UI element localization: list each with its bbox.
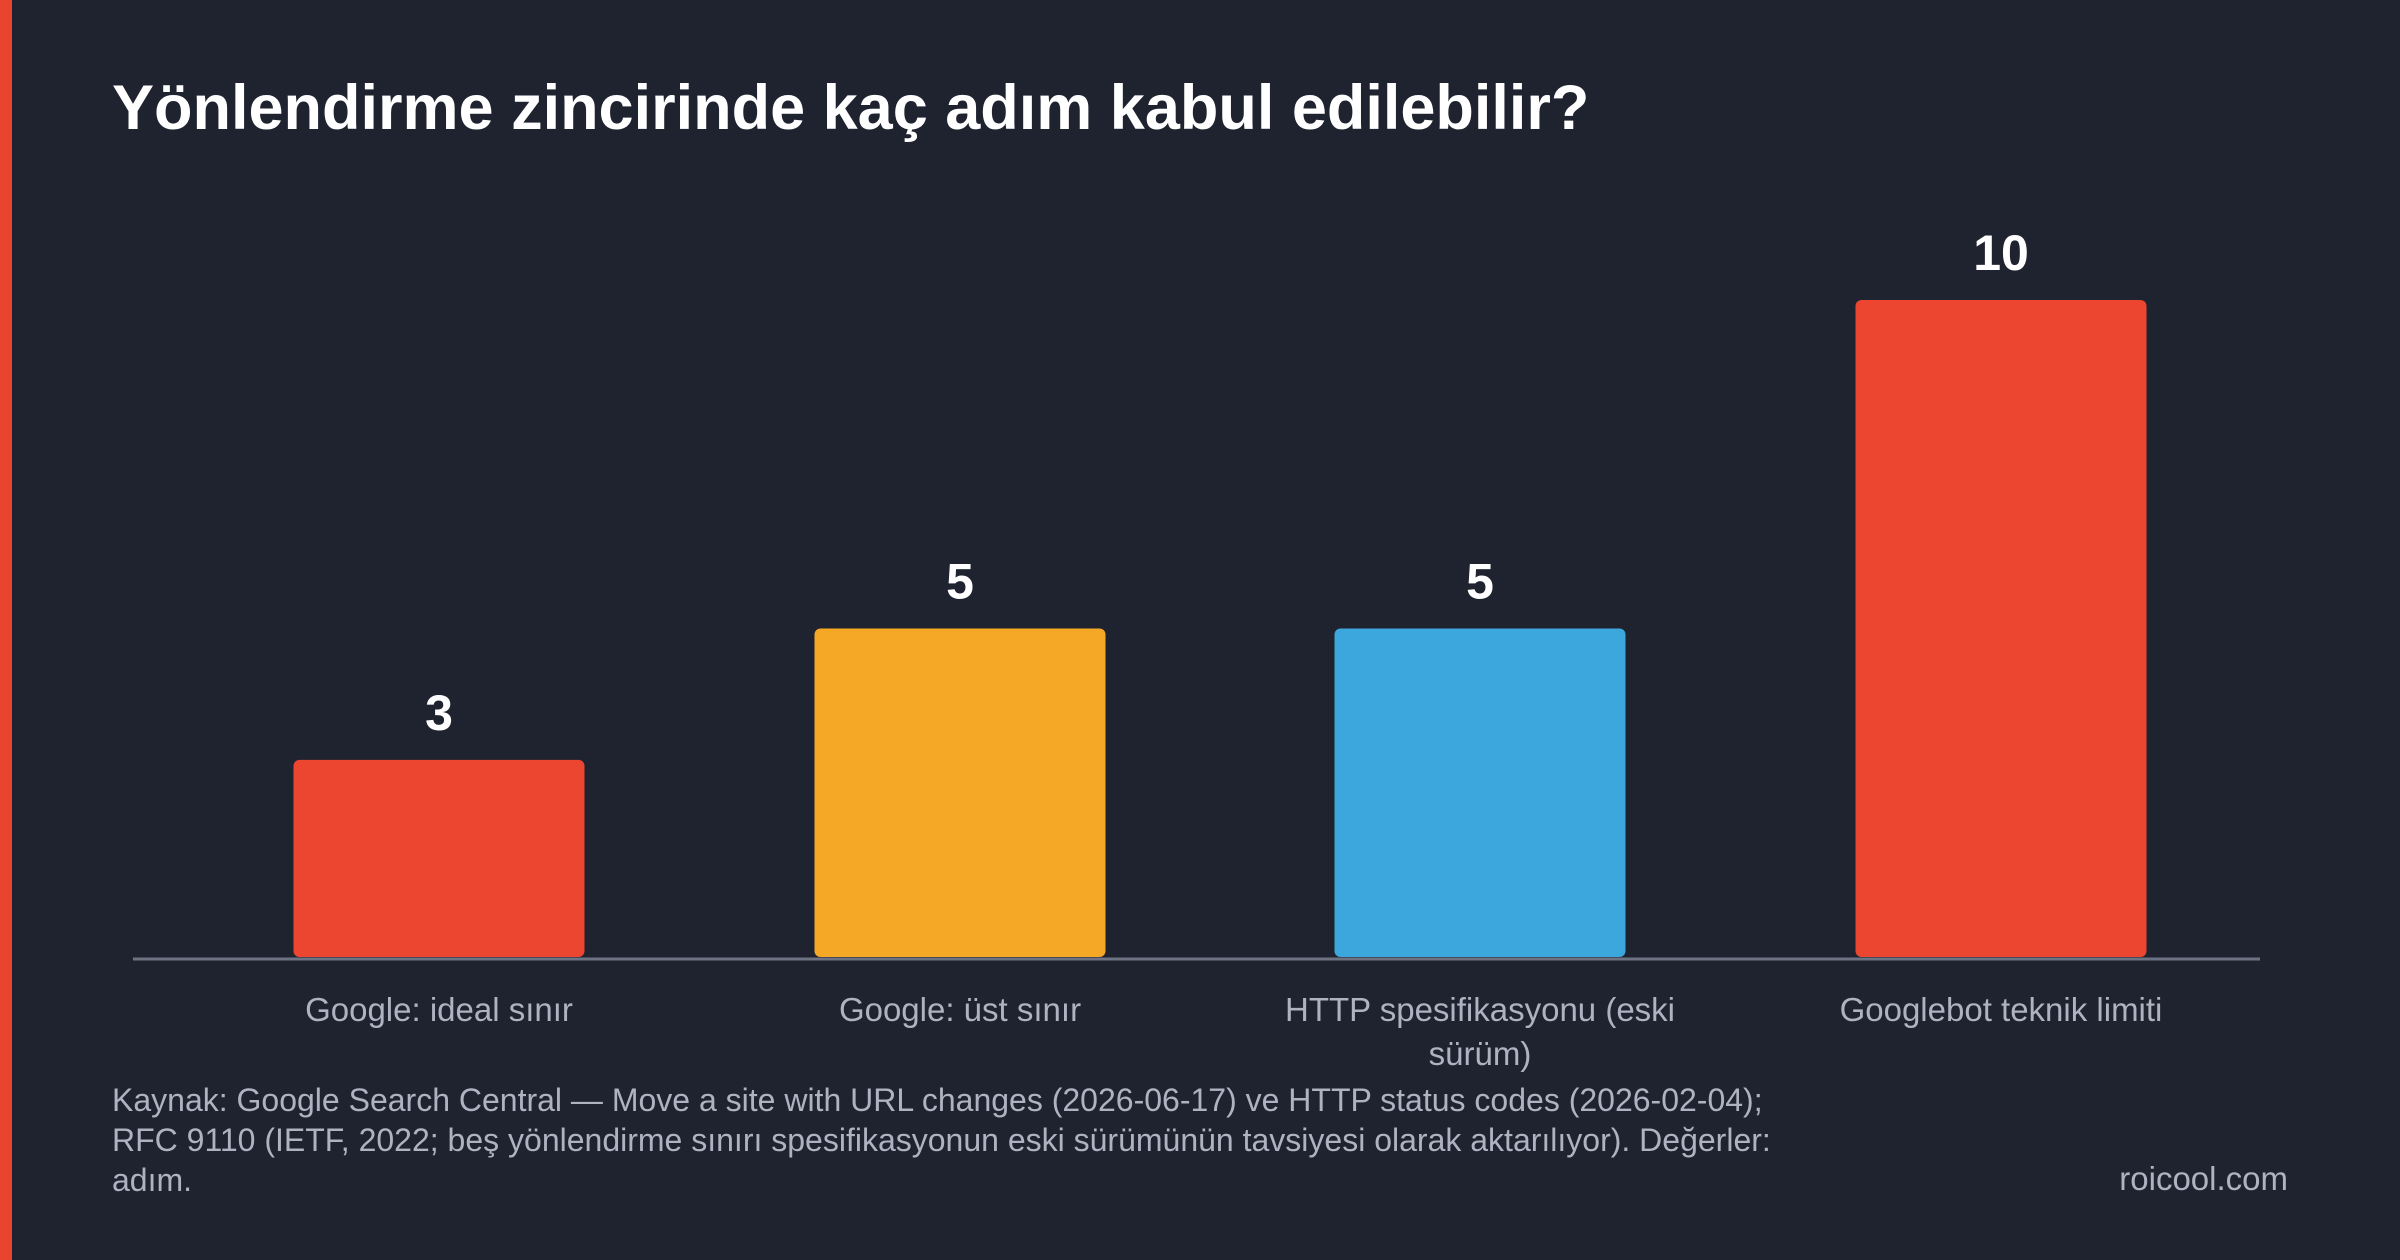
value-label: 5	[946, 554, 974, 610]
accent-stripe	[0, 0, 12, 1260]
bar	[1334, 628, 1626, 957]
bar	[814, 628, 1106, 957]
chart-title: Yönlendirme zincirinde kaç adım kabul ed…	[112, 73, 1590, 143]
value-label: 10	[1973, 225, 2029, 281]
value-label: 3	[425, 685, 453, 741]
bar	[293, 759, 585, 957]
x-tick-label: Google: üst sınır	[838, 991, 1082, 1028]
brand: roicool.com	[2119, 1160, 2288, 1197]
x-tick-label: HTTP spesifikasyonu (eski sürüm)	[1284, 991, 1676, 1072]
bar	[1855, 300, 2147, 957]
x-tick-label: Google: ideal sınır	[305, 991, 573, 1028]
value-label: 5	[1466, 554, 1494, 610]
source-note: Kaynak: Google Search Central — Move a s…	[112, 1082, 1771, 1198]
x-tick-label: Googlebot teknik limiti	[1839, 991, 2163, 1028]
